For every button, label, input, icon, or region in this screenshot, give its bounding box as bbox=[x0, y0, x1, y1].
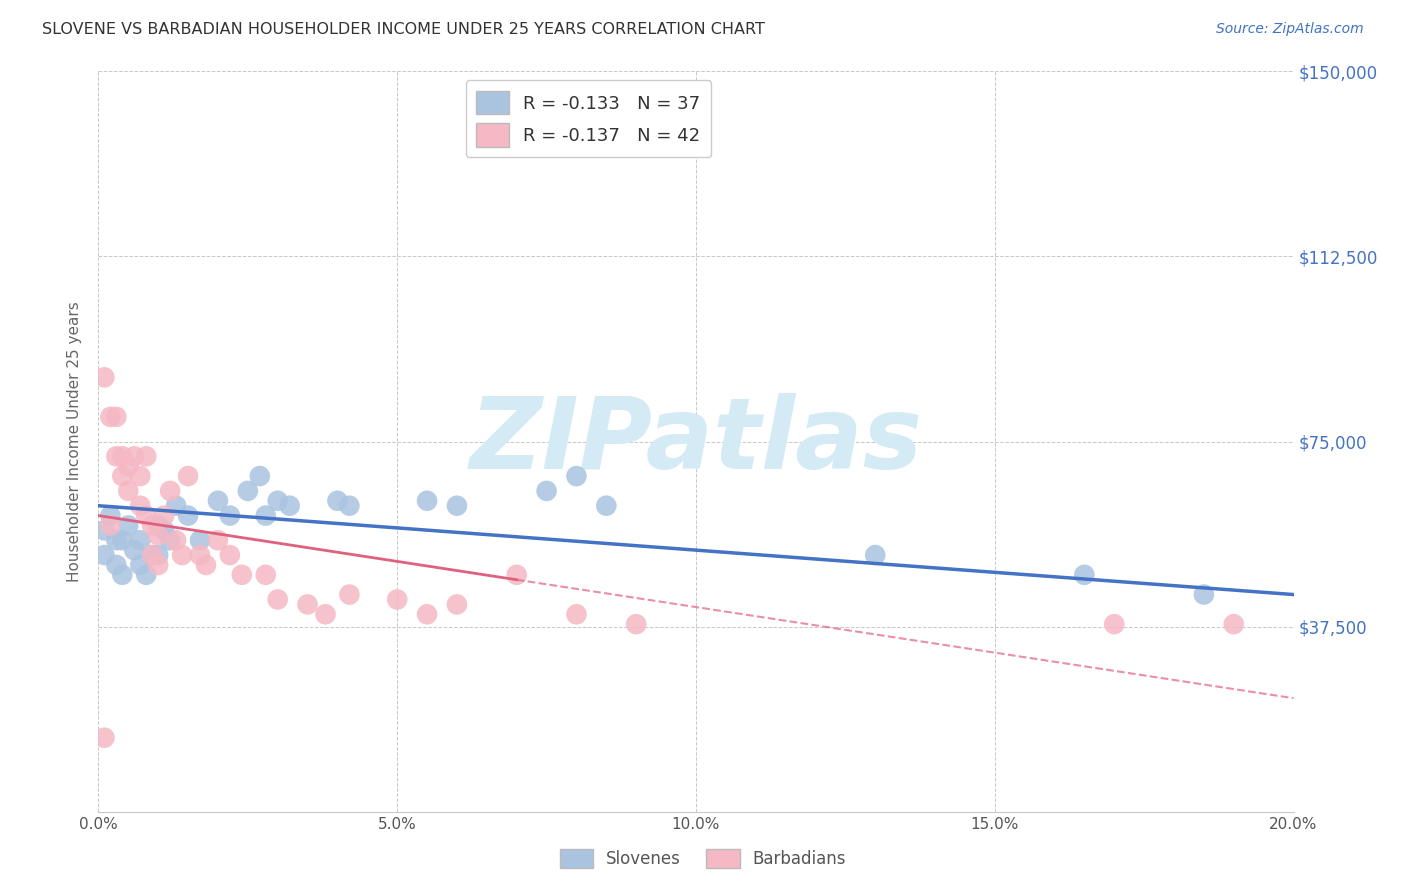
Point bbox=[446, 598, 468, 612]
Point bbox=[165, 533, 187, 548]
Point bbox=[165, 499, 187, 513]
Point bbox=[148, 518, 170, 533]
Point bbox=[98, 518, 122, 533]
Point bbox=[117, 518, 139, 533]
Point bbox=[339, 588, 361, 602]
Point bbox=[129, 558, 152, 572]
Point bbox=[148, 558, 170, 572]
Point bbox=[1192, 588, 1215, 602]
Y-axis label: Householder Income Under 25 years: Householder Income Under 25 years bbox=[67, 301, 83, 582]
Point bbox=[153, 524, 176, 538]
Point bbox=[1223, 617, 1246, 632]
Point bbox=[105, 409, 128, 424]
Point bbox=[1073, 567, 1095, 582]
Text: ZIPatlas: ZIPatlas bbox=[470, 393, 922, 490]
Point bbox=[93, 731, 115, 745]
Point bbox=[93, 370, 115, 384]
Legend: Slovenes, Barbadians: Slovenes, Barbadians bbox=[553, 842, 853, 875]
Point bbox=[506, 567, 529, 582]
Point bbox=[315, 607, 337, 622]
Point bbox=[626, 617, 648, 632]
Point bbox=[105, 558, 128, 572]
Point bbox=[153, 508, 176, 523]
Point bbox=[135, 567, 157, 582]
Point bbox=[536, 483, 558, 498]
Point bbox=[124, 543, 146, 558]
Point bbox=[111, 450, 134, 464]
Point bbox=[416, 493, 439, 508]
Text: SLOVENE VS BARBADIAN HOUSEHOLDER INCOME UNDER 25 YEARS CORRELATION CHART: SLOVENE VS BARBADIAN HOUSEHOLDER INCOME … bbox=[42, 22, 765, 37]
Point bbox=[93, 548, 115, 562]
Point bbox=[148, 548, 170, 562]
Point bbox=[254, 567, 277, 582]
Point bbox=[177, 469, 200, 483]
Point bbox=[1104, 617, 1126, 632]
Point bbox=[207, 533, 229, 548]
Point bbox=[188, 533, 211, 548]
Point bbox=[254, 508, 277, 523]
Point bbox=[595, 499, 617, 513]
Point bbox=[98, 508, 122, 523]
Point bbox=[249, 469, 271, 483]
Point bbox=[565, 469, 588, 483]
Point bbox=[865, 548, 887, 562]
Point bbox=[117, 459, 139, 474]
Point bbox=[135, 450, 157, 464]
Point bbox=[236, 483, 259, 498]
Point bbox=[105, 450, 128, 464]
Point bbox=[339, 499, 361, 513]
Point bbox=[141, 548, 163, 562]
Point bbox=[326, 493, 349, 508]
Point bbox=[141, 518, 163, 533]
Point bbox=[219, 508, 242, 523]
Point bbox=[446, 499, 468, 513]
Point bbox=[129, 469, 152, 483]
Point bbox=[159, 483, 181, 498]
Point bbox=[416, 607, 439, 622]
Point bbox=[111, 469, 134, 483]
Point bbox=[111, 567, 134, 582]
Legend: R = -0.133   N = 37, R = -0.137   N = 42: R = -0.133 N = 37, R = -0.137 N = 42 bbox=[465, 80, 711, 158]
Point bbox=[124, 450, 146, 464]
Point bbox=[195, 558, 218, 572]
Point bbox=[278, 499, 301, 513]
Point bbox=[267, 493, 290, 508]
Point bbox=[117, 483, 139, 498]
Point bbox=[111, 533, 134, 548]
Point bbox=[267, 592, 290, 607]
Point bbox=[177, 508, 200, 523]
Point bbox=[219, 548, 242, 562]
Point bbox=[297, 598, 319, 612]
Point bbox=[148, 528, 170, 542]
Point bbox=[129, 499, 152, 513]
Point bbox=[172, 548, 194, 562]
Point bbox=[105, 533, 128, 548]
Point bbox=[231, 567, 253, 582]
Point bbox=[385, 592, 409, 607]
Point bbox=[129, 533, 152, 548]
Point bbox=[159, 533, 181, 548]
Point bbox=[141, 548, 163, 562]
Point bbox=[188, 548, 211, 562]
Point bbox=[565, 607, 588, 622]
Point bbox=[93, 524, 115, 538]
Point bbox=[98, 409, 122, 424]
Point bbox=[135, 508, 157, 523]
Text: Source: ZipAtlas.com: Source: ZipAtlas.com bbox=[1216, 22, 1364, 37]
Point bbox=[207, 493, 229, 508]
